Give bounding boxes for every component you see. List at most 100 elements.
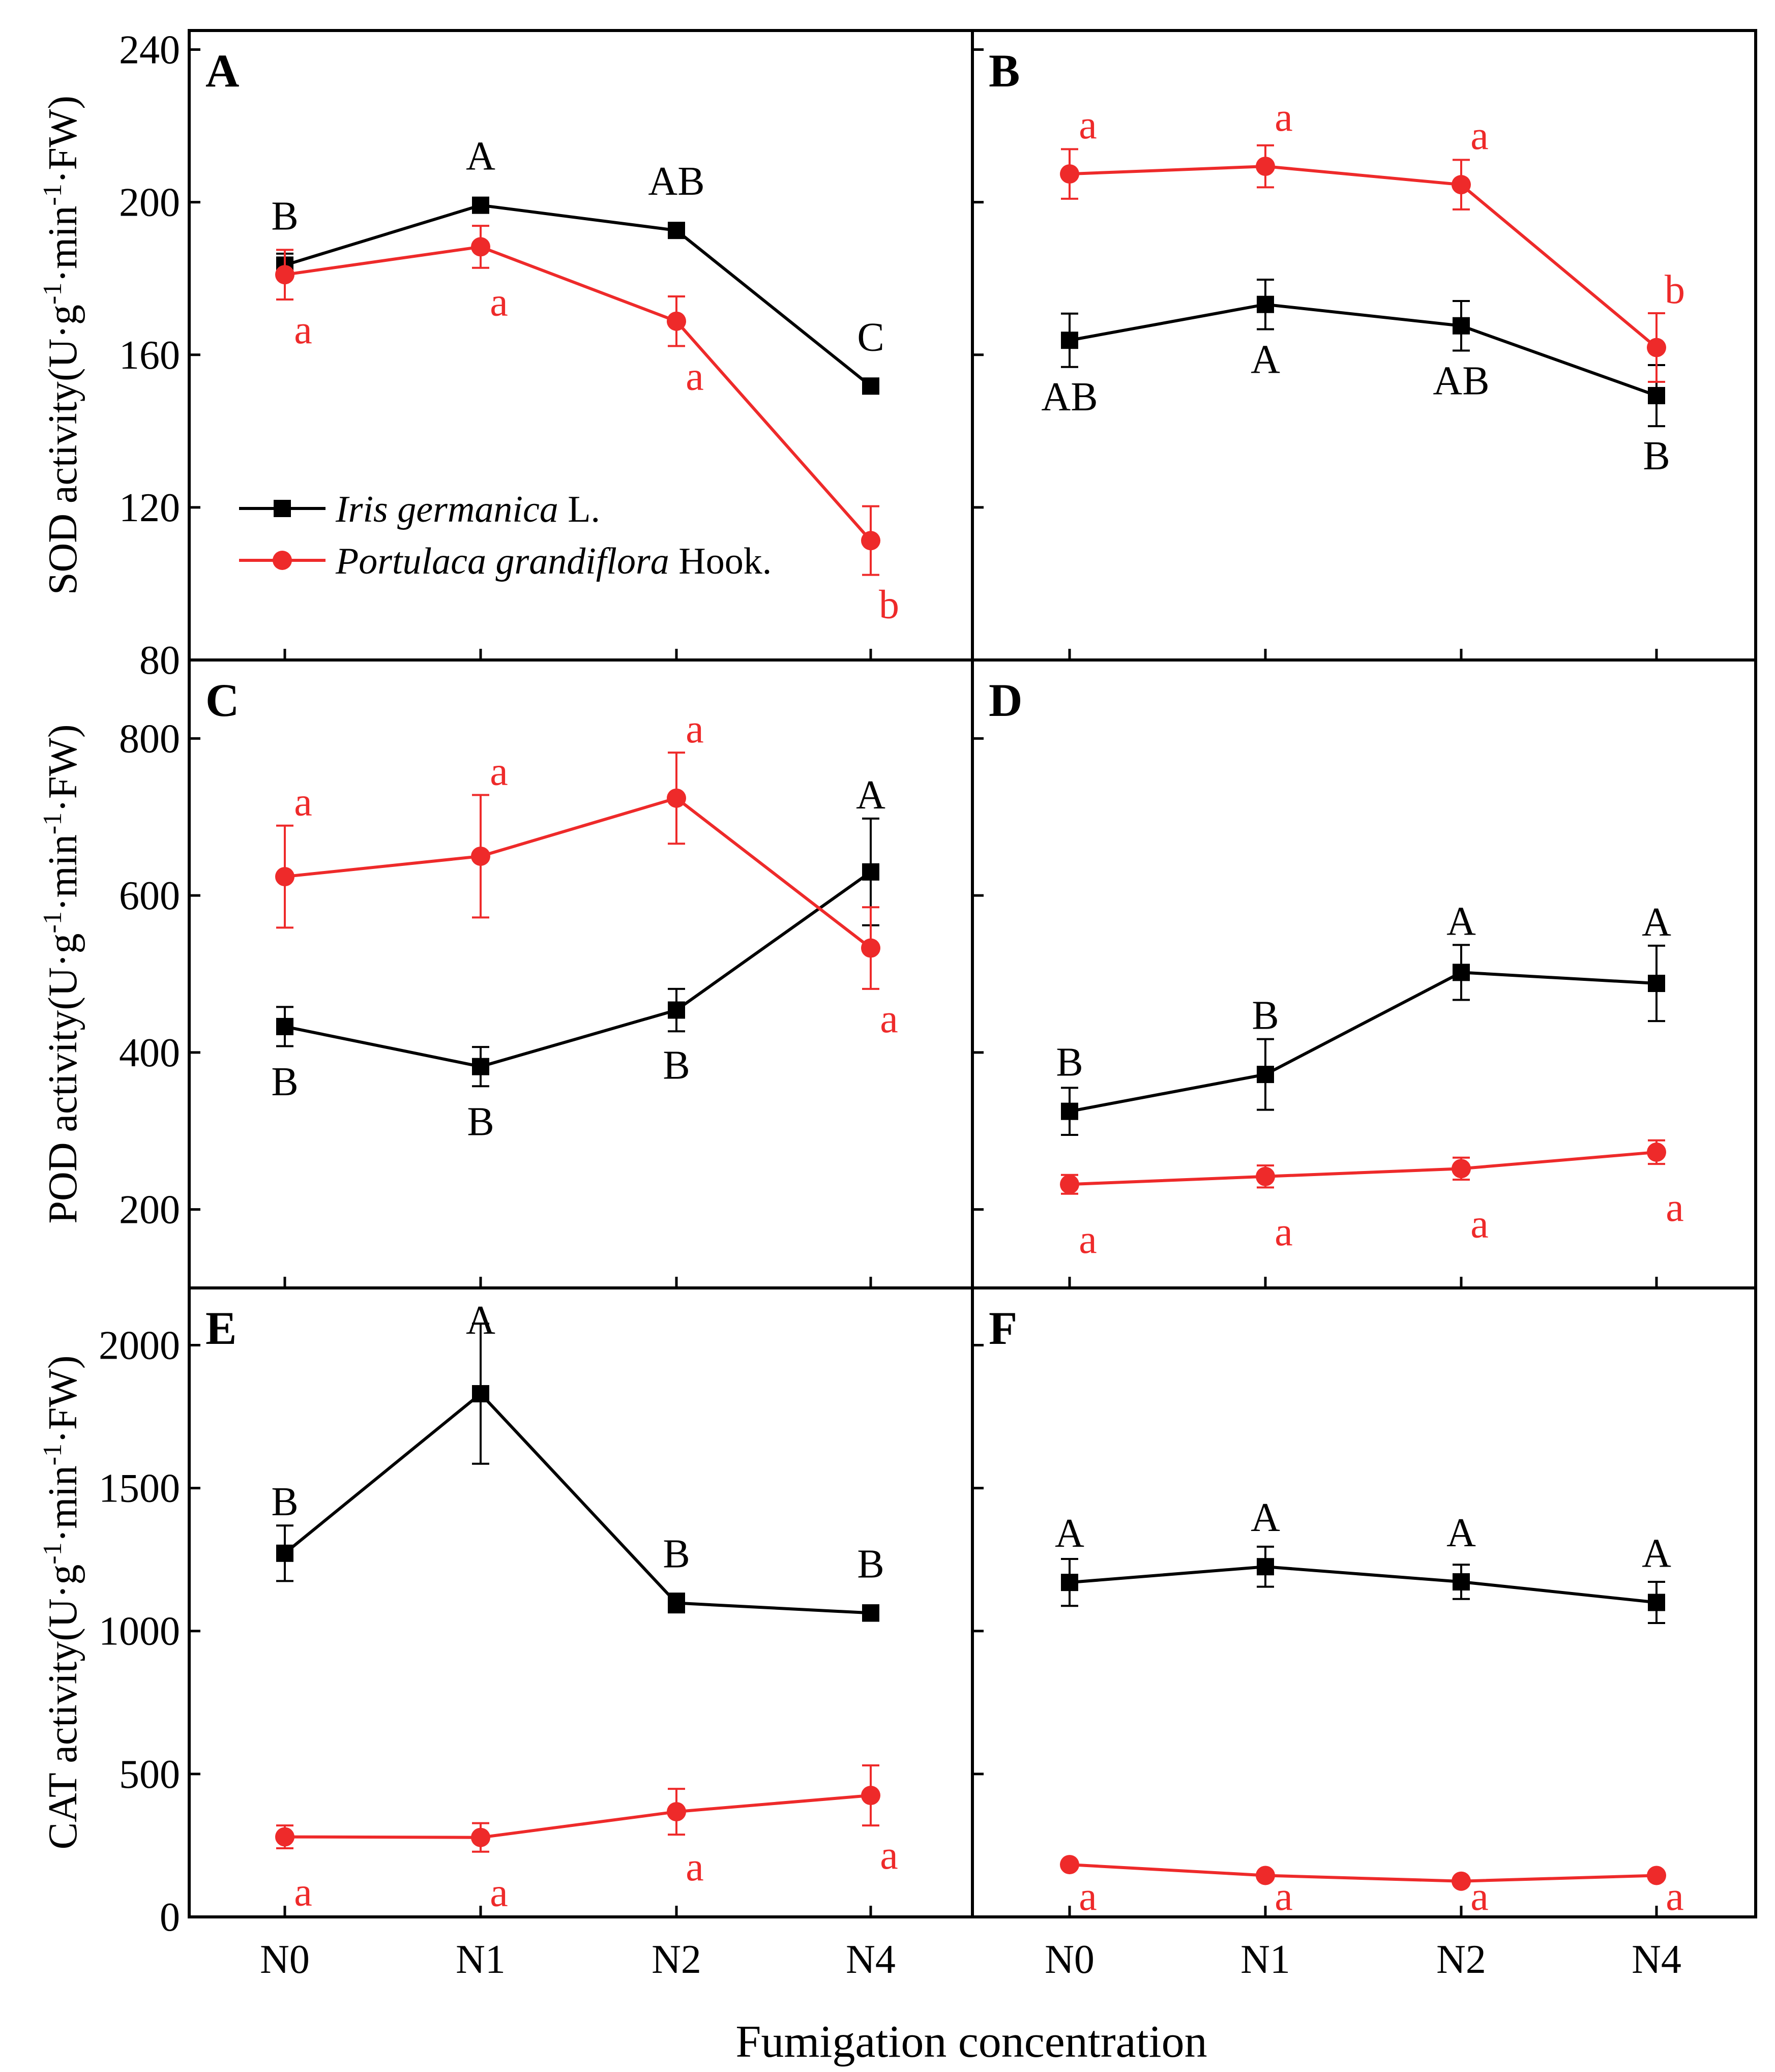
panel-b-significance-letter: b [1665,267,1685,312]
panel-f-frame [971,1286,1757,1918]
panel-e-letter: E [205,1302,236,1354]
panel-c-significance-letter: a [880,997,898,1041]
panel-c-frame [188,658,974,1289]
panel-e-significance-letter: a [490,1871,508,1915]
unit-text: CAT activity [41,1641,85,1850]
panel-b-significance-letter: a [1079,103,1097,147]
panel-b-series-0-point [1257,295,1274,313]
panel-c-series-0-point [862,863,879,881]
panel-d-letter: D [989,674,1022,726]
panel-c-significance-letter: B [467,1100,494,1145]
panel-f-xtick-label: N1 [1240,1937,1290,1982]
panel-b-series-1-point [1647,338,1666,357]
panel-d-significance-letter: a [1470,1202,1489,1246]
panel-e-ytick-label: 500 [119,1752,180,1797]
panel-b-series-1-line [1069,165,1658,349]
axes-layer [188,29,1757,1918]
unit-superscript: -1 [38,184,67,205]
panel-e-xtick-label: N4 [846,1937,896,1982]
panel-b-significance-letter: A [1251,338,1280,382]
panel-a-ytick-label: 200 [119,181,180,225]
panel-b-significance-letter: a [1275,95,1293,140]
panel-f-xtick-label: N2 [1436,1937,1486,1982]
panel-f-significance-letter: A [1251,1495,1280,1540]
panel-f-series-1-line [1069,1863,1657,1883]
panel-d-series-0-point [1453,964,1470,981]
panel-a-series-0-point [668,222,685,239]
legend: Iris germanica L. Portulaca grandiflora H… [239,489,772,582]
panel-a-series-0-line [284,203,872,387]
panel-b-significance-letter: AB [1433,359,1489,404]
unit-text: ·min [41,1465,85,1542]
panel-d-series-1-point [1060,1175,1079,1194]
panel-e-series-0-point [862,1604,879,1622]
panel-a-significance-letter: b [879,583,899,627]
panel-c-significance-letter: A [856,773,885,818]
panel-e-xtick-label: N0 [260,1937,310,1982]
unit-text: (U·g [41,934,85,1010]
panel-e-significance-letter: a [880,1833,898,1878]
panel-d-significance-letter: a [1666,1185,1684,1230]
panel-a-significance-letter: a [294,308,312,352]
panel-e-series-1-line [284,1794,871,1839]
panel-a-series-1-line [284,245,872,542]
panel-f-series-0-point [1453,1573,1470,1591]
unit-text: POD activity [41,1010,85,1224]
panel-c-series-1-point [275,867,294,887]
panel-e-series-0-point [472,1385,489,1403]
panel-c-series-0-point [276,1017,293,1035]
panel-e-series-1-point [667,1802,686,1822]
panel-e-series-0-point [276,1544,293,1562]
panel-a-significance-letter: a [490,280,508,324]
unit-text: ·min [41,206,85,283]
panel-a-ytick-label: 240 [119,28,180,73]
panel-f-significance-letter: A [1055,1511,1084,1556]
panel-c-ytick-label: 800 [119,716,180,761]
panel-a-significance-letter: B [271,194,298,238]
panel-c-significance-letter: a [490,749,508,794]
panel-b-significance-letter: a [1470,113,1489,158]
panel-f-series-0-line [1069,1565,1657,1604]
panel-f-series-1-point [1060,1855,1079,1875]
x-axis-title: Fumigation concentration [735,2017,1207,2067]
panel-d-series-0-point [1648,975,1665,993]
legend-species: Portulaca grandiflora [335,540,669,582]
panel-e-ytick-label: 1500 [99,1466,180,1511]
panel-b-letter: B [989,45,1020,97]
panel-a-ytick-label: 120 [119,486,180,530]
legend-label-0: Iris germanica L. [335,489,600,530]
panel-a-series-0-point [472,196,489,214]
panel-f-series-0-point [1257,1558,1274,1576]
panel-e-series-1-point [471,1827,490,1847]
panel-e-xtick-label: N1 [456,1937,506,1982]
panel-d-significance-letter: a [1079,1217,1097,1262]
panel-e-series-1-point [275,1827,294,1847]
panel-f-series-1-point [1647,1866,1666,1885]
unit-superscript: -1 [38,813,67,834]
panel-e-frame [188,1286,974,1918]
panel-f-series-1-point [1452,1871,1471,1891]
panel-b-series-1-point [1452,175,1471,195]
panel-c-letter: C [205,674,239,726]
unit-superscript: -1 [38,911,67,933]
panel-e-significance-letter: B [271,1480,298,1524]
panel-c-series-1-point [471,846,490,866]
panel-e-ytick-label: 2000 [99,1323,180,1368]
panel-d-series-1-point [1256,1166,1275,1186]
panel-a-series-1-point [861,531,880,551]
panel-f-xtick-label: N0 [1045,1937,1094,1982]
panel-f-significance-letter: A [1446,1511,1476,1555]
panel-a-series-1-point [471,237,490,257]
panel-e-ytick-label: 0 [160,1895,180,1940]
panel-c-series-1-point [667,788,686,808]
panel-b-significance-letter: B [1643,434,1670,478]
panel-a-series-1-point [667,311,686,331]
panel-c-series-0-point [472,1058,489,1075]
unit-text: ·FW) [41,724,85,812]
panel-e-significance-letter: a [294,1870,312,1915]
panel-e-series-0-line [284,1391,871,1615]
panel-f-significance-letter: a [1470,1874,1489,1919]
panel-e-series-0-point [668,1594,685,1612]
panel-c-ytick-label: 400 [119,1031,180,1075]
panel-b-series-1-point [1060,164,1079,184]
